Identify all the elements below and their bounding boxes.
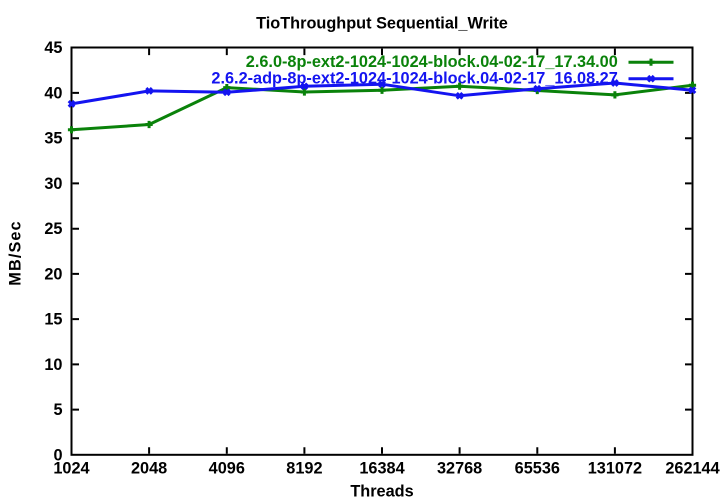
svg-text:2048: 2048 (131, 460, 167, 478)
svg-text:32768: 32768 (437, 460, 482, 478)
svg-text:MB/Sec: MB/Sec (7, 220, 25, 285)
svg-text:4096: 4096 (209, 460, 245, 478)
svg-text:65536: 65536 (515, 460, 560, 478)
svg-text:20: 20 (44, 265, 62, 283)
svg-text:8192: 8192 (286, 460, 322, 478)
svg-text:5: 5 (53, 401, 62, 419)
svg-text:10: 10 (44, 356, 62, 374)
svg-text:25: 25 (44, 220, 62, 238)
svg-text:35: 35 (44, 130, 62, 148)
svg-text:45: 45 (44, 39, 62, 57)
svg-text:2.6.0-8p-ext2-1024-1024-block.: 2.6.0-8p-ext2-1024-1024-block.04-02-17_1… (246, 53, 618, 71)
svg-text:TioThroughput Sequential_Write: TioThroughput Sequential_Write (256, 15, 508, 33)
svg-text:15: 15 (44, 311, 62, 329)
svg-text:16384: 16384 (359, 460, 404, 478)
svg-text:30: 30 (44, 175, 62, 193)
svg-text:131072: 131072 (588, 460, 642, 478)
svg-text:1024: 1024 (53, 460, 89, 478)
svg-text:Threads: Threads (350, 483, 413, 501)
svg-text:40: 40 (44, 84, 62, 102)
svg-text:0: 0 (53, 446, 62, 464)
svg-text:2.6.2-adp-8p-ext2-1024-1024-bl: 2.6.2-adp-8p-ext2-1024-1024-block.04-02-… (211, 70, 617, 88)
svg-text:262144: 262144 (665, 460, 719, 478)
